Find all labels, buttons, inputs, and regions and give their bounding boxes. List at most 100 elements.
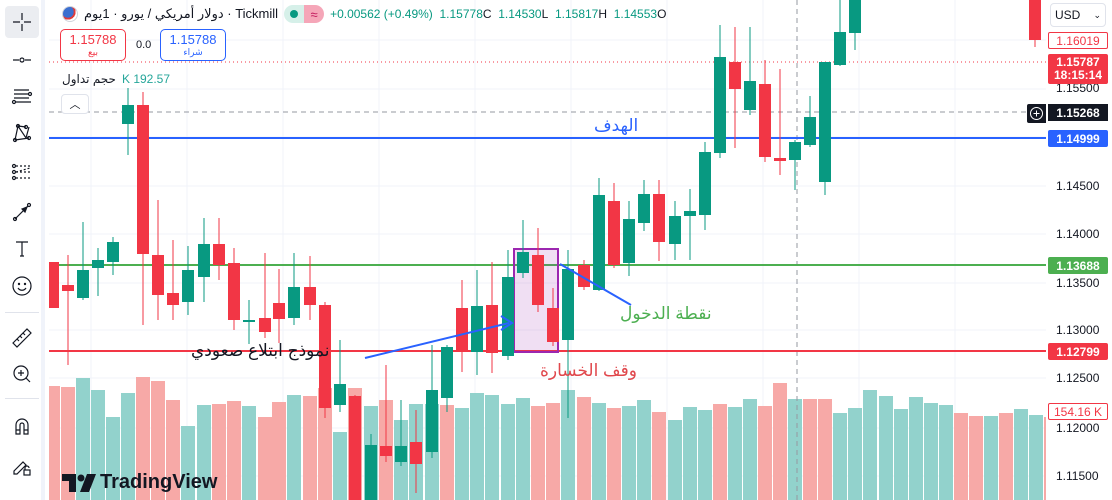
currency-value: USD <box>1055 8 1081 22</box>
volume-bar <box>318 388 332 500</box>
lines-tool[interactable] <box>5 80 39 112</box>
pattern-icon <box>12 123 32 143</box>
candle-body <box>804 117 816 145</box>
candle-body <box>593 195 605 290</box>
candle-body <box>77 270 89 298</box>
candle-body <box>456 308 468 352</box>
price-scale[interactable]: 1.15500 1.14500 1.14000 1.13500 1.13000 … <box>1046 0 1112 500</box>
candle-body <box>653 194 665 242</box>
sell-button[interactable]: 1.15788 بيع <box>60 29 126 61</box>
stop-loss-annotation[interactable]: وقف الخسارة <box>540 361 637 380</box>
price-tick: 1.15500 <box>1056 81 1100 95</box>
candle-body <box>834 32 846 65</box>
candle-body <box>759 84 771 157</box>
volume-bar <box>984 416 998 500</box>
candle-body <box>319 305 331 408</box>
volume-bar <box>561 390 575 500</box>
measure-tool[interactable] <box>5 322 39 354</box>
candle-body <box>684 211 696 216</box>
volume-bar <box>136 377 150 500</box>
candle-body <box>122 105 134 124</box>
zoom-tool[interactable] <box>5 358 39 390</box>
fib-tool[interactable] <box>5 156 39 188</box>
volume-bar <box>49 386 60 500</box>
volume-bar <box>485 395 499 500</box>
low-value: 1.14530 <box>498 7 542 21</box>
spread-value: 0.0 <box>136 39 152 51</box>
crosshair-icon <box>13 13 31 31</box>
horizontal-ray-tool[interactable] <box>5 44 39 76</box>
magnet-tool[interactable] <box>5 410 39 442</box>
volume-bar <box>531 406 545 500</box>
bar-countdown: 18:15:14 <box>1053 68 1103 82</box>
candle-body <box>259 318 271 332</box>
candle-body <box>669 216 681 244</box>
candle-body <box>578 265 590 287</box>
add-alert-button[interactable] <box>1027 104 1046 123</box>
volume-bar <box>61 387 75 500</box>
volume-bar <box>151 381 165 500</box>
high-price-marker: 1.16019 <box>1048 32 1108 49</box>
volume-bar <box>833 413 847 500</box>
target-annotation[interactable]: الهدف <box>594 116 639 135</box>
tradingview-logo-icon <box>62 473 96 492</box>
lock-drawings-tool[interactable] <box>5 450 39 482</box>
entry-annotation[interactable]: نقطة الدخول <box>620 304 712 323</box>
price-tick: 1.11500 <box>1056 469 1099 483</box>
volume-bar <box>333 432 347 500</box>
arrow-line-icon <box>12 202 32 222</box>
pattern-annotation[interactable]: نموذج ابتلاع صعودي <box>191 341 330 360</box>
market-open-icon <box>284 5 305 23</box>
candle-body <box>167 293 179 305</box>
collapse-legend-button[interactable]: ︿ <box>61 94 89 114</box>
price-tick: 1.14000 <box>1056 227 1100 241</box>
pattern-tool[interactable] <box>5 117 39 149</box>
volume-bar <box>713 404 727 500</box>
tradingview-logo[interactable]: TradingView <box>62 471 217 494</box>
candle-body <box>92 260 104 268</box>
target-price-label: 1.14999 <box>1048 130 1108 147</box>
close-value: 1.15778 <box>439 7 483 21</box>
candle-body <box>213 244 225 265</box>
volume-bar <box>668 420 682 500</box>
volume-bar <box>1014 409 1028 500</box>
price-plot[interactable] <box>49 0 1046 500</box>
currency-select[interactable]: USD ⌄ <box>1050 3 1106 27</box>
status-pill[interactable]: ≈ <box>284 5 325 23</box>
buy-button[interactable]: 1.15788 شراء <box>160 29 226 61</box>
fib-retracement-icon <box>11 163 31 181</box>
volume-bar <box>227 401 241 500</box>
text-icon <box>16 241 28 257</box>
volume-bar <box>607 408 621 500</box>
candle-body <box>517 252 529 273</box>
text-tool[interactable] <box>5 233 39 265</box>
volume-bar <box>272 402 286 500</box>
plus-circle-icon <box>1030 107 1043 120</box>
chart-pane[interactable] <box>49 0 1046 500</box>
crosshair-price-label: 1.15268 <box>1048 104 1108 121</box>
volume-bar <box>909 397 923 500</box>
pattern-arrow <box>364 322 510 359</box>
candle-body <box>349 396 361 500</box>
drawing-toolbar <box>0 0 45 500</box>
volume-label[interactable]: حجم تداول <box>62 72 116 86</box>
candle-body <box>789 142 801 160</box>
candle-body <box>744 81 756 110</box>
symbol-title[interactable]: دولار أمريكي / يورو · 1يوم · Tickmill <box>84 6 279 21</box>
candle-body <box>395 446 407 462</box>
zoom-in-icon <box>13 365 31 383</box>
emoji-tool[interactable] <box>5 270 39 302</box>
entry-arrow <box>559 263 632 306</box>
volume-bar <box>999 413 1013 500</box>
volume-bar <box>1044 417 1046 500</box>
volume-bar <box>258 417 272 500</box>
candle-body <box>699 152 711 215</box>
last-price-label: 1.15787 18:15:14 <box>1048 54 1108 84</box>
ohlc-values: +0.00562 (+0.49%) 1.15778C 1.14530L 1.15… <box>330 7 666 21</box>
candle-body <box>152 255 164 295</box>
crosshair-tool[interactable] <box>5 6 39 38</box>
volume-bar <box>954 413 968 500</box>
arrow-tool[interactable] <box>5 196 39 228</box>
price-change: +0.00562 (+0.49%) <box>330 7 433 21</box>
